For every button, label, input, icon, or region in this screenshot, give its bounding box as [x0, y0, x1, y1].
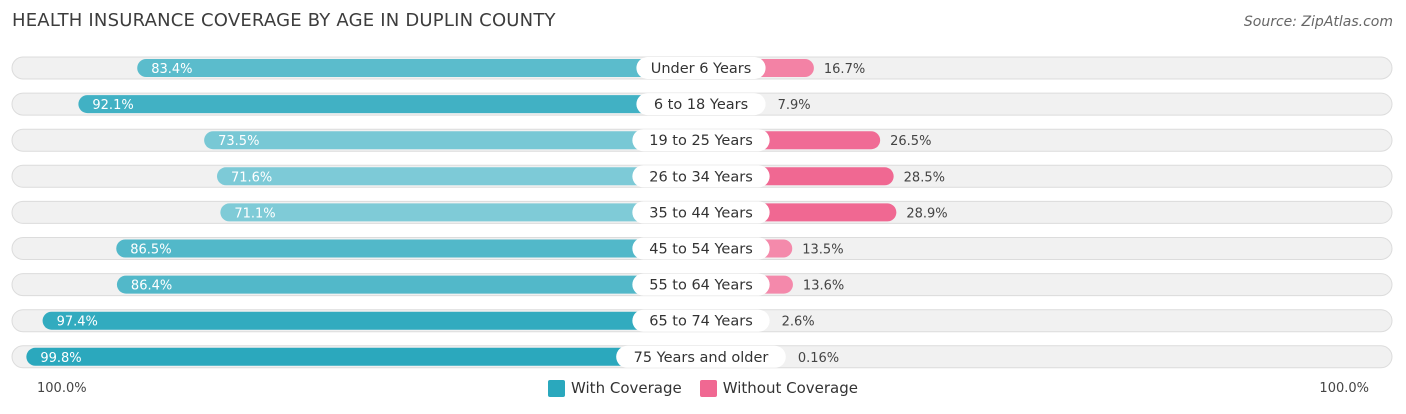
- axis-left-label: 100.0%: [37, 381, 87, 396]
- value-label-without-coverage: 2.6%: [782, 315, 815, 330]
- category-pill: [632, 165, 770, 188]
- value-label-without-coverage: 13.6%: [803, 279, 844, 294]
- legend-item-with-coverage[interactable]: With Coverage: [548, 379, 682, 397]
- value-label-with-coverage: 83.4%: [151, 62, 192, 77]
- value-label-with-coverage: 71.1%: [234, 206, 275, 221]
- legend-item-without-coverage[interactable]: Without Coverage: [699, 379, 858, 397]
- category-pill: [632, 237, 770, 260]
- category-label: 55 to 64 Years: [649, 278, 753, 294]
- bar-with-coverage: [116, 275, 702, 294]
- bar-with-coverage: [137, 59, 701, 77]
- bar-with-coverage: [204, 131, 701, 150]
- value-label-with-coverage: 99.8%: [40, 351, 81, 366]
- bar-with-coverage: [220, 203, 701, 222]
- category-label: 19 to 25 Years: [649, 133, 753, 149]
- bar-with-coverage: [216, 167, 701, 186]
- bar-with-coverage: [116, 239, 701, 258]
- category-label: 45 to 54 Years: [649, 242, 753, 258]
- category-pill: [632, 129, 770, 152]
- bar-with-coverage: [42, 311, 702, 330]
- value-label-with-coverage: 73.5%: [218, 134, 259, 149]
- source-label: Source: ZipAtlas.com: [1243, 14, 1393, 30]
- legend-swatch-without-coverage: [699, 379, 717, 397]
- value-label-without-coverage: 7.9%: [778, 98, 811, 113]
- category-label: 75 Years and older: [634, 350, 769, 366]
- value-label-without-coverage: 13.5%: [802, 243, 843, 258]
- value-label-with-coverage: 97.4%: [57, 315, 98, 330]
- legend-label-with-coverage: With Coverage: [571, 379, 682, 397]
- value-label-with-coverage: 92.1%: [92, 98, 133, 113]
- category-label: 65 to 74 Years: [649, 314, 753, 330]
- value-label-with-coverage: 86.5%: [130, 243, 171, 258]
- category-label: 26 to 34 Years: [649, 169, 753, 185]
- category-label: Under 6 Years: [651, 61, 752, 77]
- value-label-without-coverage: 0.16%: [798, 351, 839, 366]
- value-label-without-coverage: 26.5%: [890, 134, 931, 149]
- category-pill: [636, 57, 766, 79]
- category-pill: [636, 93, 766, 116]
- value-label-with-coverage: 86.4%: [131, 279, 172, 294]
- value-label-with-coverage: 71.6%: [231, 170, 272, 185]
- legend-swatch-with-coverage: [548, 379, 566, 397]
- category-pill: [632, 309, 770, 332]
- category-label: 35 to 44 Years: [649, 205, 753, 221]
- value-label-without-coverage: 28.9%: [906, 206, 947, 221]
- legend: With Coverage Without Coverage: [0, 379, 1406, 397]
- legend-label-without-coverage: Without Coverage: [722, 379, 858, 397]
- category-label: 6 to 18 Years: [654, 97, 748, 113]
- value-label-without-coverage: 16.7%: [824, 62, 865, 77]
- axis-right-label: 100.0%: [1319, 381, 1369, 396]
- bar-with-coverage: [26, 347, 702, 366]
- category-pill: [632, 201, 770, 224]
- value-label-without-coverage: 28.5%: [904, 170, 945, 185]
- category-pill: [632, 273, 770, 296]
- bar-with-coverage: [78, 95, 702, 114]
- category-pill: [616, 345, 786, 368]
- chart-title: HEALTH INSURANCE COVERAGE BY AGE IN DUPL…: [12, 10, 556, 31]
